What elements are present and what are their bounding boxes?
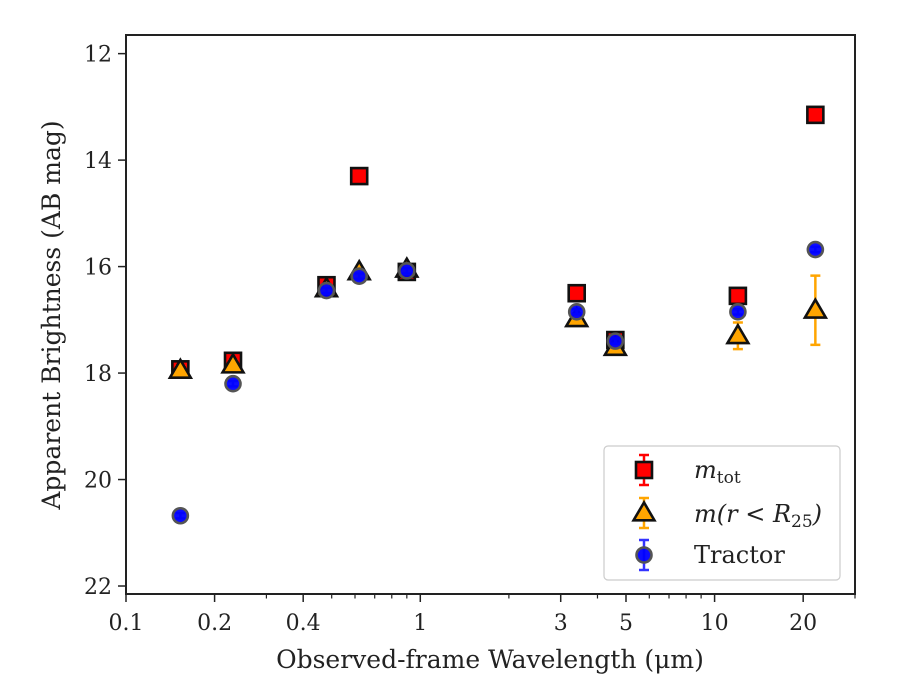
mr25-point xyxy=(167,357,194,379)
x-tick-label: 0.4 xyxy=(286,611,321,636)
x-axis-label: Observed-frame Wavelength (μm) xyxy=(276,645,704,674)
mr25-point xyxy=(725,322,751,345)
tractor-point xyxy=(806,240,825,259)
mr25-point xyxy=(802,297,829,319)
legend-mtot-sub: tot xyxy=(717,468,741,488)
tractor-point xyxy=(317,281,336,300)
legend: mtot m(r < R25) Tractor xyxy=(603,445,841,581)
legend-mr-text: m(r < R xyxy=(694,500,791,528)
y-tick-label: 14 xyxy=(84,149,112,174)
tractor-point xyxy=(224,374,242,393)
x-tick-label: 20 xyxy=(789,611,817,636)
x-tick-label: 0.2 xyxy=(197,611,232,636)
mtot-point xyxy=(728,286,748,306)
legend-mr-close: ) xyxy=(812,500,822,528)
mtot-point xyxy=(567,283,587,303)
legend-label-mr25: m(r < R25) xyxy=(694,500,822,532)
legend-mr25-marker xyxy=(631,499,657,522)
tractor-point xyxy=(606,332,625,350)
legend-label-tractor: Tractor xyxy=(694,541,785,569)
tractor-point xyxy=(567,303,586,321)
x-tick-label: 10 xyxy=(701,611,729,636)
y-tick-label: 12 xyxy=(84,43,112,68)
legend-mtot-marker xyxy=(634,460,654,480)
plot-layer xyxy=(167,105,829,525)
y-tick-label: 18 xyxy=(84,362,112,387)
tractor-point xyxy=(350,267,368,285)
axes-layer: 0.1 0.2 0.4 1 3 5 10 20 12 14 16 18 20 22 xyxy=(84,34,856,636)
x-tick-label: 5 xyxy=(619,611,633,636)
y-axis-label: Apparent Brightness (AB mag) xyxy=(37,120,66,510)
tractor-point xyxy=(729,303,747,321)
legend-markers xyxy=(631,453,657,572)
x-tick-label: 3 xyxy=(554,611,568,636)
mtot-point xyxy=(349,166,369,186)
mr25-point xyxy=(220,351,246,374)
mtot-point xyxy=(806,105,825,125)
plot-frame xyxy=(125,34,856,595)
tractor-point xyxy=(398,262,416,280)
tractor-point xyxy=(171,506,190,525)
x-tick-label: 1 xyxy=(413,611,427,636)
y-tick-label: 22 xyxy=(84,575,112,600)
x-tick-label: 0.1 xyxy=(109,611,144,636)
legend-mtot-main: m xyxy=(694,456,717,484)
legend-mr-sub: 25 xyxy=(791,512,813,532)
y-tick-label: 20 xyxy=(84,469,112,494)
legend-label-mtot: mtot xyxy=(694,456,741,488)
legend-frame xyxy=(603,445,841,581)
y-tick-label: 16 xyxy=(84,256,112,281)
legend-tractor-marker xyxy=(635,546,653,564)
